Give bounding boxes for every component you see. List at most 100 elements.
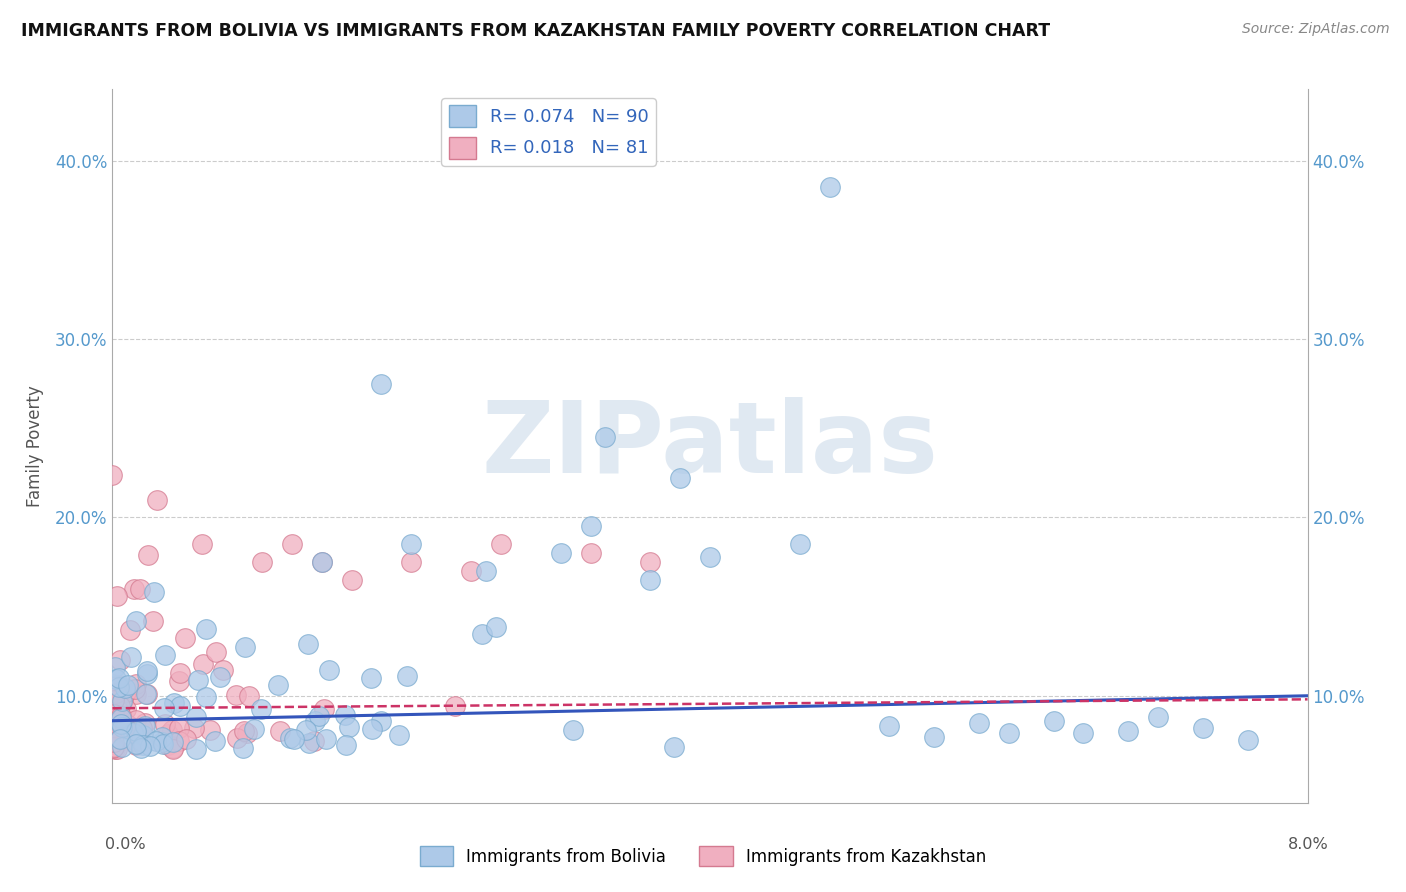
Point [471,626,494,640]
Point [204,734,226,748]
Point [388,728,411,742]
Point [225,688,247,702]
Point [103,715,125,730]
Point [103,740,125,755]
Point [281,537,304,551]
Point [460,564,482,578]
Point [998,726,1021,740]
Point [249,701,271,715]
Point [238,689,260,703]
Point [120,623,142,637]
Point [340,573,363,587]
Point [124,681,146,696]
Point [550,546,572,560]
Point [103,660,125,674]
Point [124,733,146,747]
Point [304,714,326,728]
Point [361,722,384,736]
Point [114,685,136,699]
Text: Source: ZipAtlas.com: Source: ZipAtlas.com [1241,22,1389,37]
Point [232,740,254,755]
Point [135,664,157,678]
Text: 8.0%: 8.0% [1288,838,1329,852]
Point [103,730,125,744]
Point [125,738,148,752]
Point [111,720,134,734]
Point [233,724,256,739]
Point [595,430,617,444]
Point [818,180,841,194]
Point [294,723,316,738]
Point [142,614,165,628]
Point [205,645,228,659]
Point [124,724,146,739]
Point [157,727,180,741]
Point [117,717,139,731]
Point [174,732,197,747]
Point [395,668,418,682]
Point [105,742,128,756]
Point [114,681,136,695]
Point [243,722,266,736]
Point [103,692,125,706]
Point [401,555,423,569]
Point [169,698,191,713]
Point [131,727,153,741]
Point [108,653,131,667]
Point [297,637,319,651]
Point [444,698,467,713]
Point [108,704,131,718]
Y-axis label: Family Poverty: Family Poverty [25,385,44,507]
Point [183,721,205,735]
Point [278,731,301,745]
Point [134,715,156,730]
Point [640,555,662,569]
Point [107,678,129,692]
Point [370,376,392,391]
Point [191,537,214,551]
Text: IMMIGRANTS FROM BOLIVIA VS IMMIGRANTS FROM KAZAKHSTAN FAMILY POVERTY CORRELATION: IMMIGRANTS FROM BOLIVIA VS IMMIGRANTS FR… [21,22,1050,40]
Point [236,725,259,739]
Point [160,723,183,737]
Point [662,740,685,755]
Point [108,671,131,685]
Point [125,676,148,690]
Point [131,721,153,735]
Point [360,671,382,685]
Point [311,555,333,569]
Text: 0.0%: 0.0% [105,838,146,852]
Point [669,471,692,485]
Point [108,698,131,713]
Point [135,687,157,701]
Point [111,739,134,754]
Point [318,663,340,677]
Point [194,622,217,636]
Point [314,702,336,716]
Point [136,548,159,562]
Point [101,741,124,756]
Point [1118,724,1140,739]
Point [209,670,232,684]
Point [103,706,125,721]
Point [162,735,184,749]
Point [579,519,602,533]
Point [125,686,148,700]
Point [877,719,901,733]
Point [267,678,290,692]
Point [121,726,143,740]
Point [115,702,138,716]
Point [226,731,249,745]
Point [163,697,186,711]
Point [120,649,142,664]
Point [337,720,360,734]
Point [152,701,174,715]
Point [157,739,180,753]
Point [789,537,811,551]
Point [699,549,721,564]
Point [125,614,148,628]
Point [193,657,215,671]
Point [152,730,174,744]
Point [105,686,128,700]
Point [269,724,291,739]
Point [298,735,321,749]
